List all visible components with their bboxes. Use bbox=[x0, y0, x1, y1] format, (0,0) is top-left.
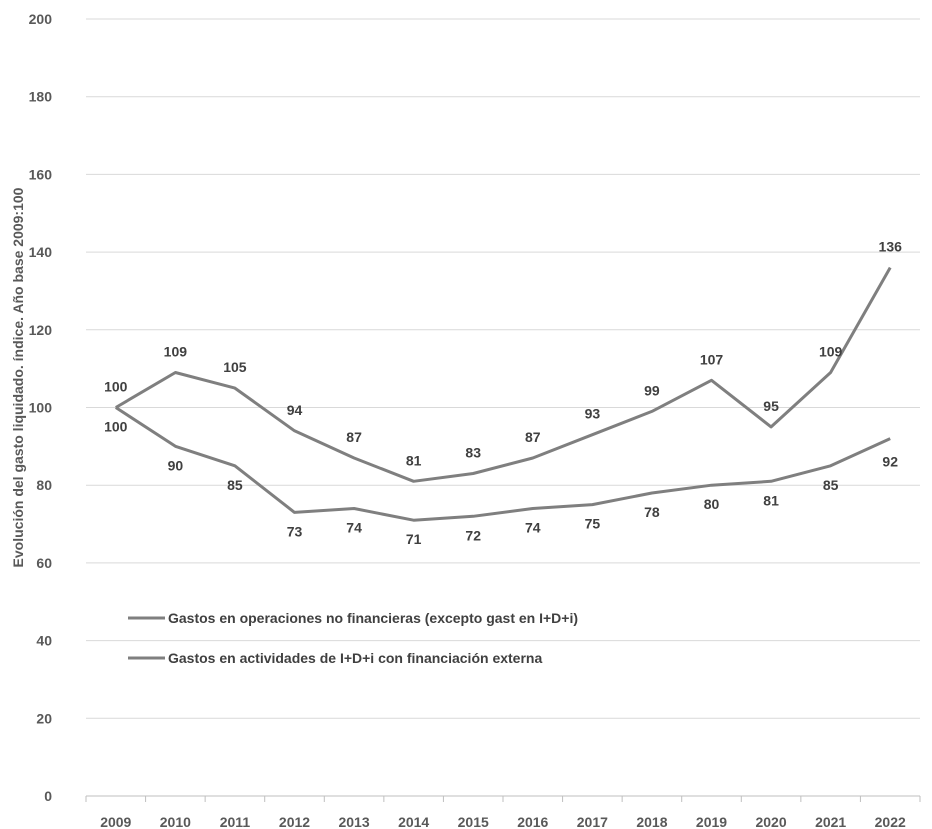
x-tick-label: 2016 bbox=[517, 814, 548, 829]
grid-lines bbox=[86, 18, 920, 719]
y-tick-label: 20 bbox=[36, 710, 52, 726]
data-label-idi: 107 bbox=[700, 351, 724, 367]
y-tick-label: 180 bbox=[29, 89, 53, 105]
data-label-operaciones: 80 bbox=[704, 496, 720, 512]
data-label-operaciones: 73 bbox=[287, 523, 303, 539]
data-label-idi: 83 bbox=[465, 445, 481, 461]
data-label-operaciones: 85 bbox=[227, 477, 243, 493]
x-tick-label: 2022 bbox=[875, 814, 906, 829]
x-tick-label: 2020 bbox=[755, 814, 786, 829]
x-tick-label: 2015 bbox=[458, 814, 489, 829]
data-label-idi: 109 bbox=[164, 344, 188, 360]
x-tick-label: 2018 bbox=[636, 814, 667, 829]
x-tick-label: 2013 bbox=[338, 814, 369, 829]
legend: Gastos en operaciones no financieras (ex… bbox=[128, 610, 578, 666]
data-label-operaciones: 72 bbox=[465, 527, 481, 543]
data-label-operaciones: 100 bbox=[104, 419, 128, 435]
data-label-operaciones: 78 bbox=[644, 504, 660, 520]
legend-label-operaciones: Gastos en operaciones no financieras (ex… bbox=[168, 610, 578, 626]
x-tick-label: 2019 bbox=[696, 814, 727, 829]
data-label-idi: 95 bbox=[763, 398, 779, 414]
y-tick-label: 0 bbox=[44, 788, 52, 804]
data-label-operaciones: 81 bbox=[763, 492, 779, 508]
data-label-idi: 109 bbox=[819, 344, 843, 360]
y-tick-label: 100 bbox=[29, 400, 53, 416]
data-label-idi: 94 bbox=[287, 402, 303, 418]
data-label-operaciones: 71 bbox=[406, 531, 422, 547]
data-label-idi: 93 bbox=[585, 406, 601, 422]
data-label-idi: 87 bbox=[346, 429, 362, 445]
data-label-operaciones: 74 bbox=[525, 520, 541, 536]
y-tick-label: 160 bbox=[29, 166, 53, 182]
data-label-idi: 100 bbox=[104, 379, 128, 395]
x-tick-label: 2021 bbox=[815, 814, 846, 829]
y-axis-ticks: 0 20 40 60 80 100 120 140 160 180 200 bbox=[29, 11, 53, 804]
data-label-idi: 81 bbox=[406, 452, 422, 468]
y-tick-label: 120 bbox=[29, 322, 53, 338]
data-label-idi: 105 bbox=[223, 359, 247, 375]
y-axis-title: Evolución del gasto liquidado. índice. A… bbox=[10, 187, 26, 567]
series-lines bbox=[114, 266, 892, 522]
series-line-idi bbox=[115, 266, 892, 483]
data-label-idi: 99 bbox=[644, 382, 660, 398]
y-tick-label: 80 bbox=[36, 477, 52, 493]
y-tick-label: 140 bbox=[29, 244, 53, 260]
series-line-operaciones bbox=[114, 406, 891, 522]
x-tick-label: 2011 bbox=[220, 814, 251, 829]
data-label-operaciones: 92 bbox=[882, 454, 898, 470]
y-tick-label: 200 bbox=[29, 11, 53, 27]
data-label-idi: 87 bbox=[525, 429, 541, 445]
x-tick-label: 2012 bbox=[279, 814, 310, 829]
data-label-operaciones: 74 bbox=[346, 520, 362, 536]
x-axis-ticks: 2009 2010 2011 2012 2013 2014 2015 2016 2017 2018… bbox=[100, 814, 906, 829]
y-tick-label: 40 bbox=[36, 633, 52, 649]
legend-label-idi: Gastos en actividades de I+D+i con finan… bbox=[168, 650, 542, 666]
data-label-operaciones: 75 bbox=[585, 516, 601, 532]
x-tick-label: 2009 bbox=[100, 814, 131, 829]
x-tick-label: 2010 bbox=[160, 814, 191, 829]
data-label-operaciones: 85 bbox=[823, 477, 839, 493]
data-label-idi: 136 bbox=[879, 239, 903, 255]
x-tick-label: 2017 bbox=[577, 814, 608, 829]
data-label-operaciones: 90 bbox=[168, 457, 184, 473]
y-tick-label: 60 bbox=[36, 555, 52, 571]
x-axis bbox=[85, 795, 921, 802]
x-tick-label: 2014 bbox=[398, 814, 429, 829]
data-labels: 100 90 85 73 74 71 72 74 75 78 80 81 85 92 100 109 105 94… bbox=[104, 239, 902, 548]
